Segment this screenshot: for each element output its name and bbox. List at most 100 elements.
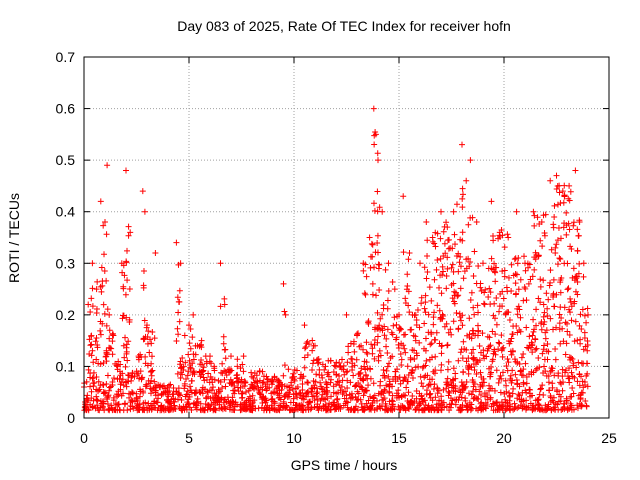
data-point [361,363,368,370]
data-point [547,267,554,274]
data-point [515,286,522,293]
data-point [280,372,287,379]
data-point [109,330,116,337]
data-point [285,366,292,373]
data-point [405,256,412,263]
data-point [99,282,106,289]
data-point [489,328,496,335]
data-point [493,367,500,374]
data-point [124,247,131,254]
data-point [95,387,102,394]
data-point [345,349,352,356]
data-point [360,346,367,353]
data-point [353,356,360,363]
data-point [423,219,430,226]
data-point [511,256,518,263]
y-tick-label: 0.1 [56,358,76,374]
data-point [316,366,323,373]
data-point [465,362,472,369]
data-point [149,329,156,336]
data-point [537,237,544,244]
data-point [414,352,421,359]
data-point [302,344,309,351]
data-point [232,399,239,406]
data-point [95,360,102,367]
data-point [533,345,540,352]
data-point [541,363,548,370]
data-point [151,378,158,385]
data-point [87,383,94,390]
data-point [246,395,253,402]
data-point [535,295,542,302]
data-point [333,396,340,403]
data-point [350,338,357,345]
data-point [369,345,376,352]
data-point [556,320,563,327]
data-point [268,402,275,409]
data-point [431,336,438,343]
data-point [349,363,356,370]
data-point [314,389,321,396]
data-point [94,397,101,404]
data-point [557,256,564,263]
data-point [149,367,156,374]
data-point [431,381,438,388]
data-point [313,385,320,392]
data-point [381,332,388,339]
data-point [446,236,453,243]
data-point [478,287,485,294]
data-point [466,315,473,322]
data-point [505,274,512,281]
data-point [563,395,570,402]
data-point [432,243,439,250]
data-point [537,385,544,392]
data-point [291,377,298,384]
data-point [440,228,447,235]
data-point [553,324,560,331]
data-point [165,382,172,389]
data-point [240,353,247,360]
data-point [137,368,144,375]
data-point [430,321,437,328]
data-point [511,356,518,363]
data-point [199,384,206,391]
data-point [371,141,378,148]
data-point [182,359,189,366]
data-point [493,295,500,302]
data-point [303,340,310,347]
data-point [570,390,577,397]
data-point [219,370,226,377]
data-point [136,375,143,382]
data-point [561,182,568,189]
data-point [239,390,246,397]
data-point [531,266,538,273]
data-point [333,371,340,378]
data-point [456,259,463,266]
data-point [106,327,113,334]
data-point [460,369,467,376]
data-point [404,363,411,370]
data-point [468,350,475,357]
data-point [438,290,445,297]
data-point [94,402,101,409]
data-point [99,381,106,388]
data-point [554,201,561,208]
data-point [567,295,574,302]
data-point [499,303,506,310]
data-point [584,337,591,344]
data-point [353,331,360,338]
data-point [221,295,228,302]
data-point [409,375,416,382]
data-point [124,277,131,284]
data-point [572,288,579,295]
data-point [189,334,196,341]
data-point [277,402,284,409]
data-point [467,407,474,414]
data-point [211,406,218,413]
data-point [363,349,370,356]
data-point [457,285,464,292]
data-point [308,404,315,411]
data-point [352,382,359,389]
data-point [460,387,467,394]
data-point [384,363,391,370]
